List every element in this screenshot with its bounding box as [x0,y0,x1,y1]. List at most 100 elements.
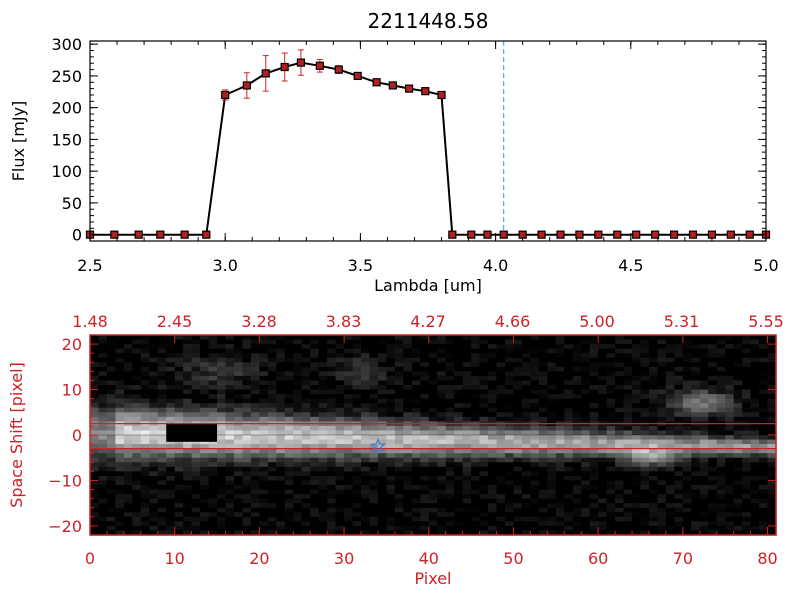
heatmap-cell [233,389,244,395]
heatmap-cell [657,530,667,536]
heatmap-cell [293,503,303,509]
heatmap-cell [479,462,489,468]
heatmap-cell [648,525,659,532]
heatmap-cell [242,471,252,477]
heatmap-cell [665,448,675,454]
heatmap-cell [90,416,100,422]
heatmap-cell [521,530,531,536]
heatmap-cell [640,453,650,459]
heatmap-cell [598,385,608,391]
heatmap-cell [674,371,684,377]
heatmap-cell [496,498,506,504]
heatmap-cell [665,457,675,463]
heatmap-cell [327,462,337,468]
heatmap-cell [369,394,379,400]
heatmap-cell [598,457,608,463]
heatmap-cell [572,489,582,495]
heatmap-cell [106,362,117,368]
heatmap-cell [327,407,337,413]
heatmap-cell [691,344,701,350]
heatmap-cell [555,366,565,372]
heatmap-cell [377,353,388,359]
heatmap-cell [725,430,735,436]
heatmap-cell [691,375,701,382]
spectrum-frame [89,40,767,242]
heatmap-cell [674,385,684,391]
heatmap-cell [149,339,159,345]
heatmap-cell [386,403,396,409]
heatmap-cell [767,444,777,450]
heatmap-cell [589,366,599,372]
heatmap-cell [750,480,760,486]
heatmap-cell [352,475,362,482]
heatmap-cell [217,380,227,386]
heatmap-cell [428,466,438,472]
heatmap-cell [471,448,481,454]
heatmap-cell [598,498,608,504]
heatmap-cell [750,385,760,391]
heatmap-cell [191,412,201,418]
heatmap-cell [361,435,371,441]
heatmap-cell [259,475,269,482]
heatmap-cell [742,366,752,372]
heatmap-cell [699,466,709,472]
heatmap-cell [699,448,709,454]
heatmap-cell [759,380,769,386]
heatmap-cell [496,471,506,477]
heatmap-cell [394,530,404,536]
heatmap-cell [344,335,354,341]
heatmap-cell [589,375,599,382]
x-tick-label: 50 [503,549,523,568]
heatmap-cell [276,371,286,377]
heatmap-cell [462,416,472,422]
heatmap-cell [615,512,625,518]
heatmap-cell [259,471,269,477]
heatmap-cell [615,366,625,372]
heatmap-cell [411,344,421,350]
heatmap-cell [564,521,574,527]
heatmap-cell [708,412,718,418]
heatmap-cell [403,380,413,386]
heatmap-cell [521,366,531,372]
heatmap-cell [259,485,269,491]
heatmap-cell [225,366,235,372]
heatmap-cell [759,503,769,509]
heatmap-cell [488,435,498,441]
spectrum-title: 2211448.58 [368,9,489,33]
heatmap-cell [191,439,201,445]
heatmap-cell [166,389,176,395]
heatmap-cell [361,494,371,500]
heatmap-cell [344,530,354,536]
heatmap-cell [174,521,184,527]
heatmap-cell [691,521,701,527]
x-tick-label: 20 [249,549,269,568]
heatmap-cell [648,398,659,404]
heatmap-cell [344,375,354,382]
heatmap-cell [267,521,277,527]
heatmap-cell [394,507,404,513]
heatmap-cell [191,403,201,409]
heatmap-cell [327,498,337,504]
x-tick-label: 0 [85,549,95,568]
heatmap-cell [250,521,260,527]
heatmap-cell [344,498,354,504]
heatmap-cell [403,471,413,477]
heatmap-cell [513,448,523,454]
heatmap-cell [699,339,709,345]
heatmap-cell [369,480,379,486]
heatmap-cell [394,516,404,522]
heatmap-cell [513,466,523,472]
heatmap-cell [369,339,379,345]
heatmap-cell [301,475,311,482]
heatmap-cell [615,362,625,368]
heatmap-cell [513,494,523,500]
heatmap-cell [310,412,320,418]
heatmap-cell [394,498,404,504]
heatmap-cell [699,389,709,395]
heatmap-cell [123,521,133,527]
heatmap-cell [369,485,379,491]
heatmap-cell [471,385,481,391]
heatmap-cell [657,403,667,409]
heatmap-cell [267,453,277,459]
heatmap-cell [352,362,362,368]
